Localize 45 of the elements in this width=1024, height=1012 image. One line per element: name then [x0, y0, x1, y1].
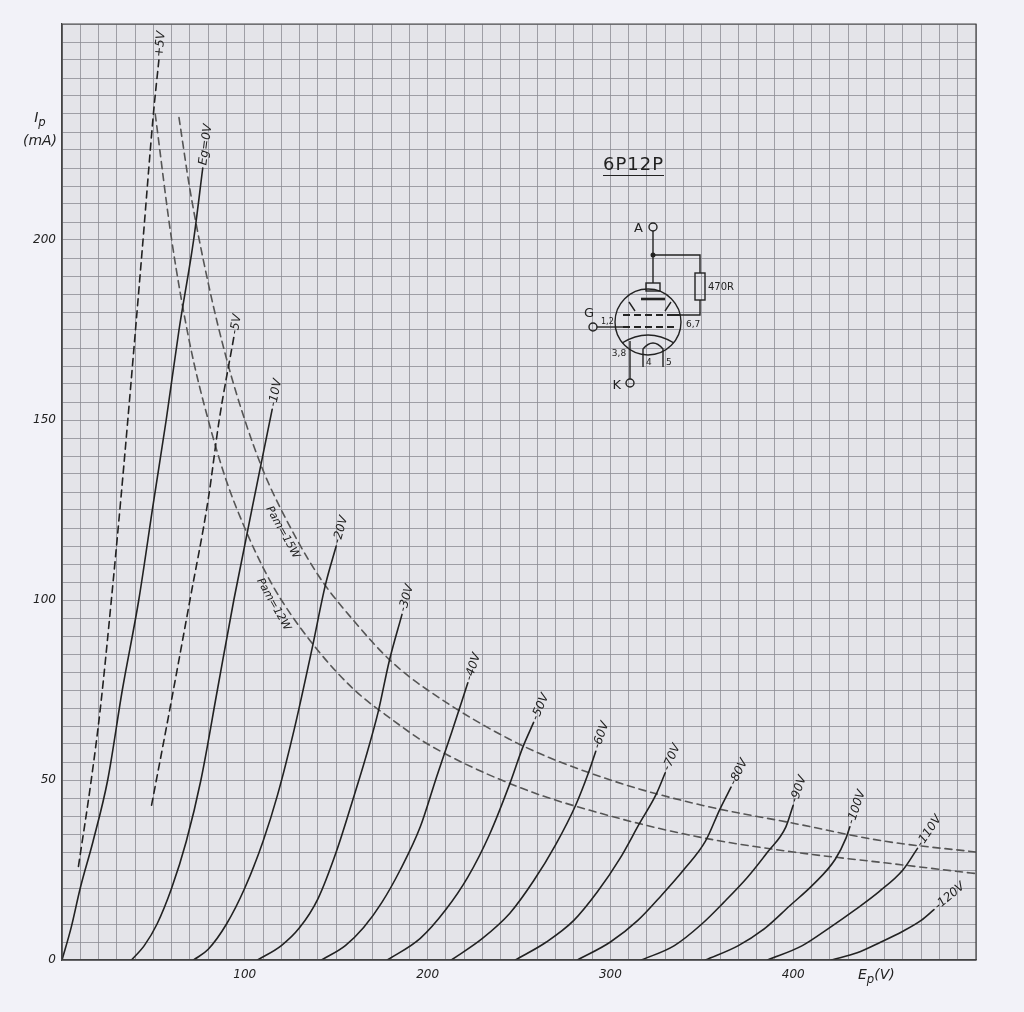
line-series — [150, 336, 235, 806]
line-series — [320, 682, 469, 960]
y-tick-label: 0 — [48, 952, 57, 967]
annotation: 4 — [646, 357, 652, 367]
annotation: 3,8 — [611, 348, 627, 358]
text: 6P12P — [603, 153, 665, 176]
text: -80V — [725, 755, 751, 788]
text: -5V — [226, 312, 245, 336]
text: -40V — [461, 650, 484, 682]
text: -90V — [786, 772, 810, 805]
text: +5V — [151, 29, 168, 58]
annotation: K — [612, 377, 622, 392]
line-series — [640, 804, 794, 960]
x-tick-label: 200 — [416, 967, 440, 982]
line-series — [450, 750, 597, 960]
text: Eg=0V — [195, 122, 215, 166]
y-axis-title: I$_{p}$ (mA) — [21, 108, 59, 149]
x-tick-label: 100 — [233, 967, 257, 982]
line-series — [576, 786, 732, 960]
annotation: 1,2 — [601, 317, 614, 326]
y-tick-label: 100 — [33, 592, 57, 607]
line-series — [514, 772, 667, 960]
line-series — [77, 59, 160, 868]
text: -30V — [395, 581, 417, 614]
annotation: A — [634, 220, 644, 235]
annotation: 6,7 — [686, 319, 701, 329]
line-series — [766, 847, 919, 960]
line-series — [386, 721, 535, 960]
x-axis-title: E$_{p}$(V) — [858, 966, 895, 986]
text: -70V — [659, 740, 684, 773]
line-series — [62, 167, 204, 960]
annotation: G — [583, 305, 595, 320]
annotation: 470R — [708, 281, 735, 292]
x-tick-label: 300 — [598, 967, 623, 982]
y-tick-label: 200 — [33, 232, 57, 247]
text: -100V — [843, 787, 869, 826]
y-tick-label: 150 — [33, 412, 57, 427]
annotation: 5 — [666, 357, 672, 367]
text: -60V — [589, 718, 612, 751]
x-tick-label: 400 — [781, 967, 806, 982]
line-series — [704, 826, 851, 960]
text: -50V — [527, 690, 552, 723]
y-tick-label: 50 — [40, 772, 57, 787]
text: -10V — [265, 376, 285, 408]
text: -20V — [329, 513, 351, 545]
